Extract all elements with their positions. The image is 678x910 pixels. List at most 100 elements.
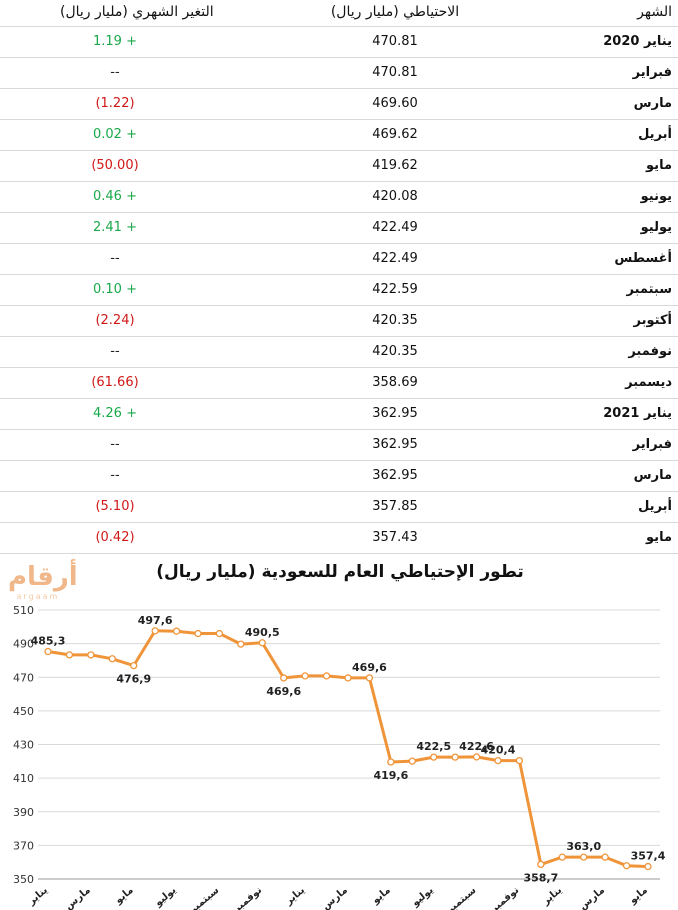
data-point xyxy=(130,661,138,670)
month-cell: فبراير xyxy=(632,65,672,80)
reserve-cell: 419.62 xyxy=(372,158,418,173)
y-tick-label: 450 xyxy=(13,705,34,718)
y-tick-label: 430 xyxy=(13,739,34,752)
reserve-cell: 362.95 xyxy=(372,468,418,483)
table-row: مارس 362.95 -- xyxy=(0,461,678,492)
change-cell: (61.66) xyxy=(91,375,139,390)
chart-title: تطور الإحتياطي العام للسعودية (مليار ريا… xyxy=(156,562,524,582)
reserve-cell: 422.59 xyxy=(372,282,418,297)
change-cell: -- xyxy=(110,468,120,483)
table-row: يناير 2021 362.95 4.26 + xyxy=(0,399,678,430)
reserve-cell: 357.85 xyxy=(372,499,418,514)
reserve-cell: 358.69 xyxy=(372,375,418,390)
data-point xyxy=(258,639,266,647)
x-tick-label: يوليو xyxy=(409,885,436,910)
data-point xyxy=(494,756,502,765)
change-cell: (0.42) xyxy=(95,530,135,545)
change-cell: 0.46 + xyxy=(93,189,137,204)
data-point xyxy=(451,753,459,761)
y-tick-label: 470 xyxy=(13,671,34,684)
change-cell: (5.10) xyxy=(95,499,135,514)
data-point xyxy=(580,853,588,861)
month-cell: يناير 2020 xyxy=(603,34,672,49)
month-cell: يوليو xyxy=(640,220,672,235)
header-change: التغير الشهري (مليار ريال) xyxy=(60,4,214,20)
series-line xyxy=(47,629,649,869)
x-tick-label: نوفمبر xyxy=(231,885,265,910)
month-cell: نوفمبر xyxy=(628,344,672,359)
change-cell: 4.26 + xyxy=(93,406,137,421)
x-tick-label: مارس xyxy=(63,885,93,910)
data-label: 357,4 xyxy=(631,850,666,863)
data-point xyxy=(365,674,374,682)
data-label: 485,3 xyxy=(31,635,66,648)
logo-latin-text: argaam xyxy=(16,592,60,601)
change-cell: (1.22) xyxy=(95,96,135,111)
month-cell: فبراير xyxy=(632,437,672,452)
reserve-cell: 470.81 xyxy=(372,65,418,80)
y-tick-label: 410 xyxy=(13,772,34,785)
data-point xyxy=(87,651,95,659)
month-cell: ديسمبر xyxy=(625,375,672,390)
argaam-logo: أرقام argaam xyxy=(8,562,78,602)
header-month: الشهر xyxy=(637,4,672,20)
logo-arabic-text: أرقام xyxy=(8,562,78,592)
data-point xyxy=(387,758,395,766)
x-tick-label: يناير xyxy=(283,885,308,908)
table-row: سبتمبر 422.59 0.10 + xyxy=(0,275,678,306)
data-point xyxy=(215,629,224,638)
data-label: 490,5 xyxy=(245,626,280,639)
data-point xyxy=(151,627,159,635)
table-row: أبريل 357.85 (5.10) xyxy=(0,492,678,523)
change-cell: 2.41 + xyxy=(93,220,137,235)
table-row: مايو 419.62 (50.00) xyxy=(0,151,678,182)
data-label: 497,6 xyxy=(138,614,173,627)
table-row: أغسطس 422.49 -- xyxy=(0,244,678,275)
reserves-table: الشهر الاحتياطي (مليار ريال) التغير الشه… xyxy=(0,0,678,554)
reserve-cell: 469.60 xyxy=(372,96,418,111)
data-label: 419,6 xyxy=(373,769,408,782)
x-tick-label: مايو xyxy=(112,885,135,907)
x-tick-label: يناير xyxy=(26,885,51,908)
month-cell: مايو xyxy=(646,158,672,173)
change-cell: (50.00) xyxy=(91,158,139,173)
y-tick-label: 350 xyxy=(13,873,34,886)
table-row: فبراير 470.81 -- xyxy=(0,58,678,89)
month-cell: مايو xyxy=(646,530,672,545)
y-tick-label: 490 xyxy=(13,638,34,651)
table-row: يوليو 422.49 2.41 + xyxy=(0,213,678,244)
data-point xyxy=(408,757,416,765)
table-header-row: الشهر الاحتياطي (مليار ريال) التغير الشه… xyxy=(0,0,678,27)
data-point xyxy=(644,862,652,871)
table-row: نوفمبر 420.35 -- xyxy=(0,337,678,368)
reserve-cell: 357.43 xyxy=(372,530,418,545)
data-point xyxy=(322,672,331,680)
x-tick-label: مارس xyxy=(320,885,350,910)
month-cell: مارس xyxy=(633,96,672,111)
month-cell: مارس xyxy=(633,468,672,483)
reserve-cell: 469.62 xyxy=(372,127,418,142)
change-cell: -- xyxy=(110,251,120,266)
month-cell: أغسطس xyxy=(614,251,672,266)
data-point xyxy=(172,627,181,635)
table-row: فبراير 362.95 -- xyxy=(0,430,678,461)
data-label: 358,7 xyxy=(523,871,558,884)
data-label: 422,5 xyxy=(416,740,451,753)
data-point xyxy=(537,860,545,869)
data-label: 476,9 xyxy=(116,673,151,686)
data-point xyxy=(515,756,524,765)
data-label: 420,4 xyxy=(481,744,516,757)
change-cell: -- xyxy=(110,344,120,359)
reserve-cell: 420.08 xyxy=(372,189,418,204)
month-cell: أكتوبر xyxy=(633,313,672,328)
month-cell: يناير 2021 xyxy=(603,406,672,421)
month-cell: أبريل xyxy=(638,499,672,514)
change-cell: -- xyxy=(110,65,120,80)
change-cell: -- xyxy=(110,437,120,452)
data-point xyxy=(301,672,309,680)
data-point xyxy=(344,674,352,682)
data-point xyxy=(194,629,202,638)
x-tick-label: سبتمبر xyxy=(187,885,222,910)
x-tick-label: مايو xyxy=(370,885,393,907)
header-reserve: الاحتياطي (مليار ريال) xyxy=(330,4,460,20)
